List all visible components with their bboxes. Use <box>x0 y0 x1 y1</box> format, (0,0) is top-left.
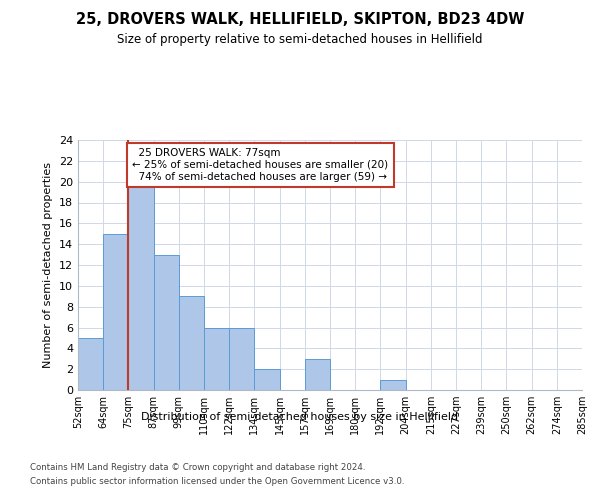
Text: Distribution of semi-detached houses by size in Hellifield: Distribution of semi-detached houses by … <box>142 412 458 422</box>
Bar <box>229 328 254 390</box>
Text: 25, DROVERS WALK, HELLIFIELD, SKIPTON, BD23 4DW: 25, DROVERS WALK, HELLIFIELD, SKIPTON, B… <box>76 12 524 28</box>
Text: Contains public sector information licensed under the Open Government Licence v3: Contains public sector information licen… <box>30 478 404 486</box>
Bar <box>128 182 154 390</box>
Bar <box>204 328 229 390</box>
Bar <box>78 338 103 390</box>
Text: 25 DROVERS WALK: 77sqm
← 25% of semi-detached houses are smaller (20)
  74% of s: 25 DROVERS WALK: 77sqm ← 25% of semi-det… <box>132 148 388 182</box>
Bar <box>154 254 179 390</box>
Bar <box>380 380 406 390</box>
Text: Contains HM Land Registry data © Crown copyright and database right 2024.: Contains HM Land Registry data © Crown c… <box>30 462 365 471</box>
Bar <box>254 369 280 390</box>
Y-axis label: Number of semi-detached properties: Number of semi-detached properties <box>43 162 53 368</box>
Text: Size of property relative to semi-detached houses in Hellifield: Size of property relative to semi-detach… <box>117 32 483 46</box>
Bar <box>179 296 204 390</box>
Bar <box>103 234 128 390</box>
Bar <box>305 359 330 390</box>
